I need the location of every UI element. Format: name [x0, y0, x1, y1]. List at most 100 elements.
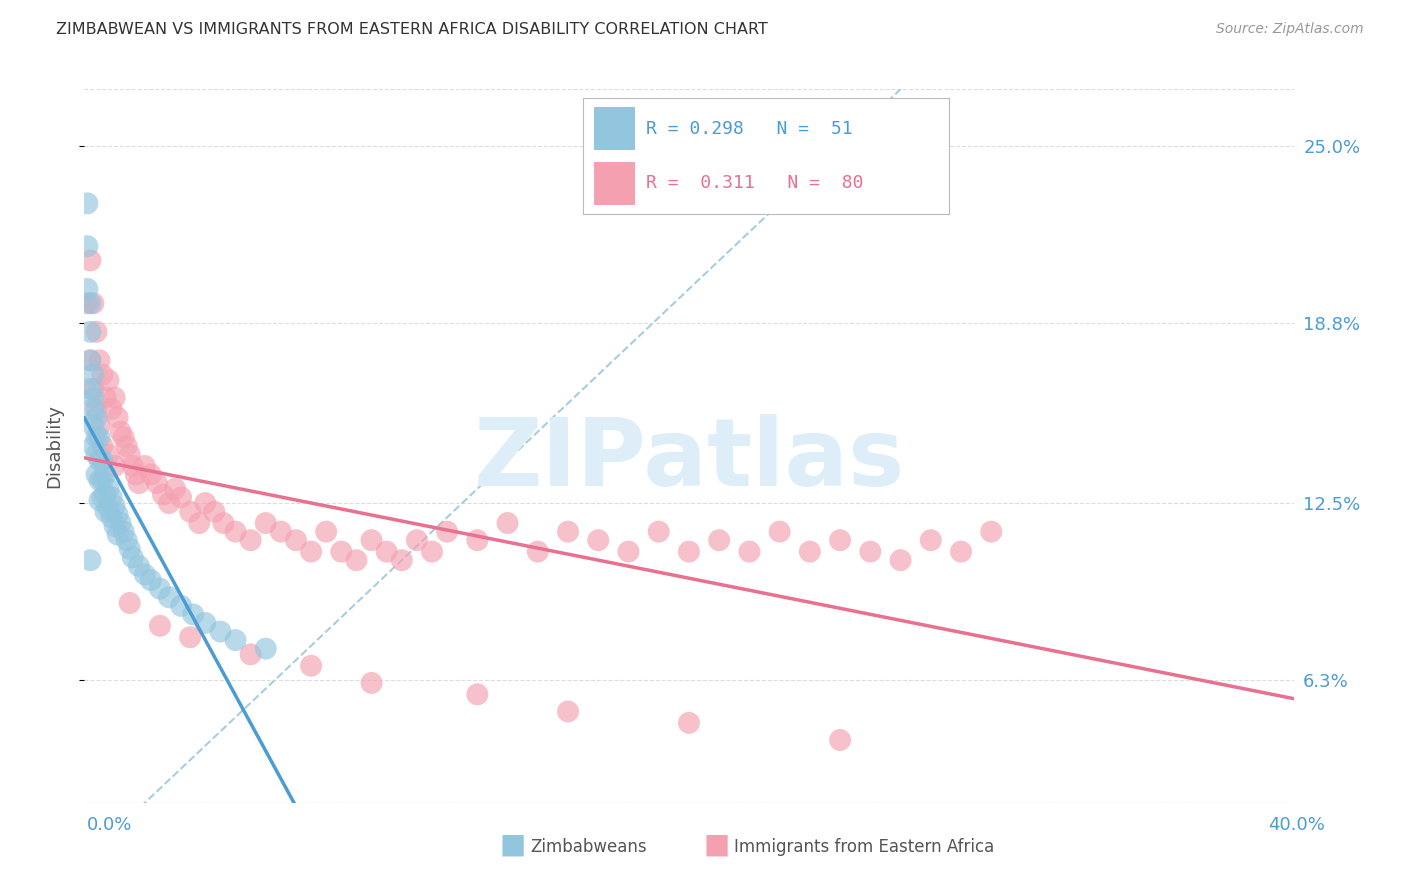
- Text: Immigrants from Eastern Africa: Immigrants from Eastern Africa: [734, 838, 994, 856]
- Point: [139, 573, 162, 587]
- Point: [97, 373, 120, 387]
- Text: 40.0%: 40.0%: [1268, 816, 1324, 834]
- Point: [104, 499, 127, 513]
- Point: [82, 419, 104, 434]
- Point: [346, 553, 368, 567]
- Point: [170, 491, 193, 505]
- Point: [82, 368, 104, 382]
- Y-axis label: Disability: Disability: [45, 404, 63, 488]
- Point: [110, 516, 132, 530]
- Point: [89, 493, 111, 508]
- Point: [79, 296, 101, 310]
- Point: [89, 453, 111, 467]
- FancyBboxPatch shape: [595, 162, 634, 205]
- Point: [121, 550, 143, 565]
- Point: [76, 296, 98, 310]
- Point: [299, 658, 322, 673]
- Point: [79, 382, 101, 396]
- Point: [239, 648, 262, 662]
- Text: 0.0%: 0.0%: [87, 816, 132, 834]
- Point: [94, 467, 117, 482]
- Point: [100, 401, 122, 416]
- Point: [115, 533, 138, 548]
- Point: [496, 516, 519, 530]
- Point: [100, 510, 122, 524]
- Point: [648, 524, 671, 539]
- Point: [799, 544, 821, 558]
- Point: [436, 524, 458, 539]
- Point: [299, 544, 322, 558]
- Point: [97, 501, 120, 516]
- Point: [467, 533, 489, 548]
- Point: [254, 641, 277, 656]
- Point: [194, 496, 217, 510]
- Point: [557, 524, 579, 539]
- Point: [89, 473, 111, 487]
- Point: [146, 476, 169, 491]
- Point: [420, 544, 443, 558]
- Point: [391, 553, 413, 567]
- Point: [79, 353, 101, 368]
- Text: ZIPatlas: ZIPatlas: [474, 414, 904, 507]
- Text: ZIMBABWEAN VS IMMIGRANTS FROM EASTERN AFRICA DISABILITY CORRELATION CHART: ZIMBABWEAN VS IMMIGRANTS FROM EASTERN AF…: [56, 22, 768, 37]
- Point: [830, 733, 852, 747]
- Point: [270, 524, 292, 539]
- Point: [86, 325, 108, 339]
- Point: [134, 458, 156, 473]
- Point: [86, 448, 108, 462]
- Point: [79, 353, 101, 368]
- Point: [97, 448, 120, 462]
- Point: [139, 467, 162, 482]
- Point: [76, 196, 98, 211]
- Point: [212, 516, 235, 530]
- Point: [79, 253, 101, 268]
- Point: [91, 473, 114, 487]
- Point: [128, 558, 150, 573]
- Point: [89, 353, 111, 368]
- Point: [82, 382, 104, 396]
- Point: [82, 439, 104, 453]
- Point: [678, 544, 700, 558]
- Point: [179, 505, 201, 519]
- Point: [152, 487, 174, 501]
- Point: [115, 439, 138, 453]
- Point: [360, 676, 382, 690]
- Point: [118, 596, 141, 610]
- Point: [225, 633, 247, 648]
- Point: [738, 544, 761, 558]
- Point: [225, 524, 247, 539]
- Point: [157, 496, 180, 510]
- Point: [188, 516, 211, 530]
- Point: [830, 533, 852, 548]
- Point: [104, 391, 127, 405]
- Text: ■: ■: [703, 830, 730, 858]
- Point: [91, 491, 114, 505]
- Point: [678, 715, 700, 730]
- Point: [588, 533, 610, 548]
- Point: [254, 516, 277, 530]
- Point: [94, 505, 117, 519]
- Point: [170, 599, 193, 613]
- Point: [107, 410, 129, 425]
- Point: [107, 527, 129, 541]
- Point: [157, 591, 180, 605]
- Point: [950, 544, 973, 558]
- Point: [121, 458, 143, 473]
- Point: [82, 391, 104, 405]
- Text: ■: ■: [499, 830, 526, 858]
- Text: Zimbabweans: Zimbabweans: [530, 838, 647, 856]
- Point: [91, 453, 114, 467]
- Point: [769, 524, 792, 539]
- Point: [94, 487, 117, 501]
- Point: [112, 430, 135, 444]
- Point: [104, 519, 127, 533]
- Point: [467, 687, 489, 701]
- Point: [980, 524, 1002, 539]
- Point: [112, 524, 135, 539]
- Point: [118, 541, 141, 556]
- Point: [134, 567, 156, 582]
- Point: [91, 439, 114, 453]
- Point: [859, 544, 882, 558]
- Point: [181, 607, 204, 622]
- Point: [86, 410, 108, 425]
